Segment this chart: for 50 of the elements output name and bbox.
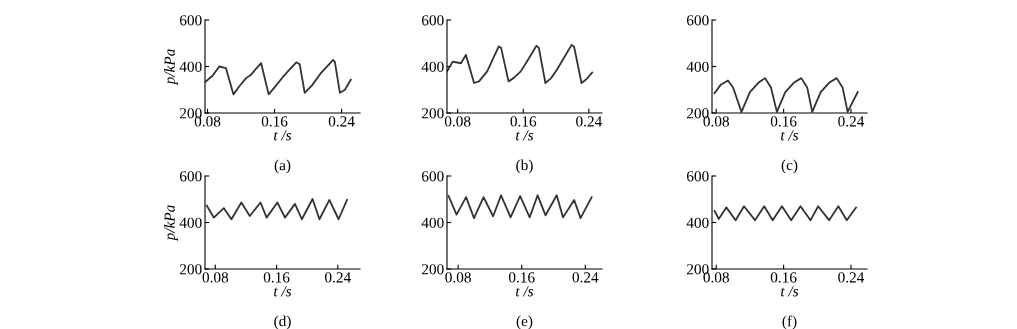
text: (d) (274, 315, 291, 329)
y-axis-title: p/kPa (164, 49, 178, 86)
x-axis-title: t /s (516, 130, 534, 141)
y-tick-label: 400 (686, 217, 709, 228)
x-tick-label: 0.24 (328, 116, 355, 127)
y-tick-label: 400 (421, 217, 444, 228)
y-tick-label: 200 (421, 108, 444, 119)
x-tick-label: 0.24 (325, 272, 351, 283)
y-tick-label: 600 (421, 171, 444, 182)
x-axis-title: t /s (274, 286, 292, 297)
x-tick-label: 0.24 (838, 272, 865, 283)
x-tick-label: 0.08 (445, 272, 471, 283)
text: (b) (516, 159, 533, 174)
line-series (206, 198, 348, 221)
y-tick-label: 600 (179, 171, 202, 182)
y-tick-label: 600 (686, 171, 709, 182)
x-tick-label: 0.24 (576, 116, 603, 127)
x-axis-title: t /s (781, 286, 799, 297)
y-tick-label: 400 (179, 217, 202, 228)
x-tick-label: 0.08 (202, 272, 229, 283)
x-tick-label: 0.16 (261, 116, 288, 127)
x-tick-label: 0.24 (838, 116, 865, 127)
x-tick-label: 0.16 (770, 272, 797, 283)
x-tick-label: 0.16 (508, 272, 535, 283)
y-tick-label: 600 (421, 15, 444, 26)
x-axis-title: t /s (274, 130, 292, 141)
y-tick-label: 600 (179, 15, 202, 26)
x-tick-label: 0.08 (444, 116, 471, 127)
line-series (713, 77, 859, 113)
y-axis-title: p/kPa (164, 205, 178, 242)
x-tick-label: 0.16 (770, 116, 797, 127)
y-tick-label: 400 (686, 61, 709, 72)
x-axis-title: t /s (781, 130, 799, 141)
x-axis-title: t /s (516, 286, 534, 297)
y-tick-label: 600 (686, 15, 709, 26)
y-tick-label: 400 (179, 61, 202, 72)
text: (f) (782, 315, 797, 329)
y-tick-label: 200 (421, 264, 444, 275)
line-series (447, 194, 593, 219)
x-tick-label: 0.24 (572, 272, 599, 283)
text: (e) (516, 315, 533, 329)
line-series (447, 43, 594, 84)
x-tick-label: 0.16 (263, 272, 290, 283)
x-tick-label: 0.16 (510, 116, 537, 127)
line-series (713, 205, 857, 222)
y-tick-label: 400 (421, 61, 444, 72)
text: (c) (781, 159, 798, 174)
text: (a) (274, 159, 291, 174)
line-series (205, 59, 352, 96)
y-tick-label: 200 (179, 264, 202, 275)
